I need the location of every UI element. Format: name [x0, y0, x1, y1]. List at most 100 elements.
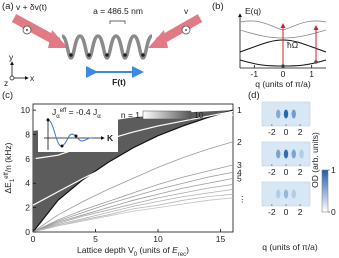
- od-peak: [291, 109, 296, 119]
- curve: [32, 164, 234, 233]
- od-peak: [283, 189, 289, 199]
- y-axis-label-part: /n (kHz): [3, 142, 13, 172]
- polarization-dot: [26, 29, 28, 31]
- legend-start: n = 1: [121, 110, 140, 120]
- beam-arrowhead: [148, 30, 168, 48]
- legend-end: 10: [194, 110, 204, 120]
- x-tick-label: 0: [284, 127, 289, 137]
- panel-b-drawing: [238, 13, 327, 69]
- inset-point: [60, 144, 64, 148]
- panel-label: (d): [248, 90, 260, 101]
- x-tick-label: -2: [268, 127, 276, 137]
- inset-curve: [47, 119, 93, 147]
- colorbar-label: OD (arb. units): [310, 132, 320, 188]
- curve: [32, 177, 234, 233]
- curve-label: 5: [237, 173, 242, 183]
- inset-background: [38, 106, 118, 152]
- atom: [69, 53, 73, 57]
- x-axis-label-part: 0: [134, 252, 138, 258]
- axis-label: E(q): [245, 6, 261, 16]
- od-peak: [276, 149, 281, 159]
- curve-label: 1: [237, 105, 242, 115]
- inset-point: [74, 134, 78, 138]
- panel-label: (c): [2, 90, 13, 101]
- x-axis-label-part: (units of: [137, 245, 172, 255]
- x-tick-label: 2: [298, 127, 303, 137]
- panel-a-drawing: [9, 14, 203, 81]
- x-tick-label: 2: [298, 207, 303, 217]
- y-tick-label: 8: [25, 129, 30, 139]
- inset-point: [46, 118, 50, 122]
- inset-drawing: [38, 106, 118, 152]
- x-axis-label-part: Lattice depth V: [77, 245, 134, 255]
- more-label: ⋮: [238, 194, 247, 204]
- curve: [32, 141, 234, 233]
- colorbar-tick-label: 1: [331, 165, 336, 175]
- y-axis-label: ΔE1eff/n (kHz): [3, 142, 16, 193]
- x-axis-label-part: rec: [178, 252, 186, 258]
- x-tick-label: 0: [284, 167, 289, 177]
- y-tick-label: 4: [25, 178, 30, 188]
- force-label: F(t): [112, 77, 126, 87]
- axis-label: q (units of π/a): [255, 79, 311, 89]
- y-axis-label-part: 1: [10, 178, 16, 182]
- y-axis-label-part: eff: [4, 172, 10, 179]
- od-peak: [299, 149, 304, 159]
- curve-label: 3: [237, 160, 242, 170]
- gap-label: ħΩ: [287, 40, 298, 50]
- x-tick-label: 10: [153, 234, 163, 244]
- atom: [123, 53, 127, 57]
- atom: [87, 53, 91, 57]
- atom: [141, 53, 145, 57]
- curve: [32, 171, 234, 233]
- od-peak: [276, 109, 281, 119]
- inset-label-part: eff: [60, 108, 67, 114]
- od-peak: [283, 149, 289, 159]
- polarization-dot: [185, 29, 187, 31]
- y-axis-label-part: ΔE: [3, 182, 13, 194]
- lattice-potential: [61, 34, 153, 60]
- axis-name: y: [9, 52, 14, 62]
- od-image: [261, 181, 311, 207]
- state: [314, 60, 318, 64]
- x-tick-label: -2: [268, 207, 276, 217]
- beam-label: v + δv(t): [16, 2, 47, 12]
- spacing-bracket: [109, 20, 126, 24]
- x-axis-label: q (units of π/a): [262, 242, 318, 252]
- curve: [32, 193, 234, 233]
- inset-axis-label: K: [107, 133, 114, 143]
- curve-label: 2: [237, 137, 242, 147]
- x-tick-label: 1: [309, 69, 314, 79]
- x-tick-label: 2: [298, 167, 303, 177]
- colorbar-tick-label: 0: [331, 207, 336, 217]
- x-axis-label-part: E: [172, 245, 178, 255]
- panel-label: (a): [2, 1, 14, 12]
- x-axis-label-part: ): [186, 245, 189, 255]
- inset-label-part: J: [52, 107, 56, 117]
- atoms: [69, 53, 145, 57]
- curve: [32, 188, 234, 233]
- x-tick-label: 0: [281, 69, 286, 79]
- x-tick-label: 0: [284, 207, 289, 217]
- od-peak: [291, 189, 296, 199]
- x-tick-label: 0: [31, 234, 36, 244]
- axis-name: x: [30, 73, 35, 83]
- inset-label-part: α: [97, 114, 101, 120]
- x-tick-label: 5: [93, 234, 98, 244]
- x-tick-label: -2: [268, 167, 276, 177]
- axis-name: z: [4, 78, 8, 88]
- curve-label: 4: [237, 167, 242, 177]
- inner-curve: [32, 110, 234, 160]
- atom: [105, 53, 109, 57]
- colorbar: [321, 169, 329, 213]
- beam-arrowhead: [48, 30, 68, 48]
- curve: [32, 197, 234, 233]
- y-tick-label: 10: [21, 105, 31, 115]
- axis-z: [9, 75, 15, 81]
- panel-label: (b): [212, 1, 224, 12]
- y-tick-label: 6: [25, 154, 30, 164]
- od-peak: [283, 109, 289, 119]
- spacing-label: a = 486.5 nm: [93, 6, 143, 16]
